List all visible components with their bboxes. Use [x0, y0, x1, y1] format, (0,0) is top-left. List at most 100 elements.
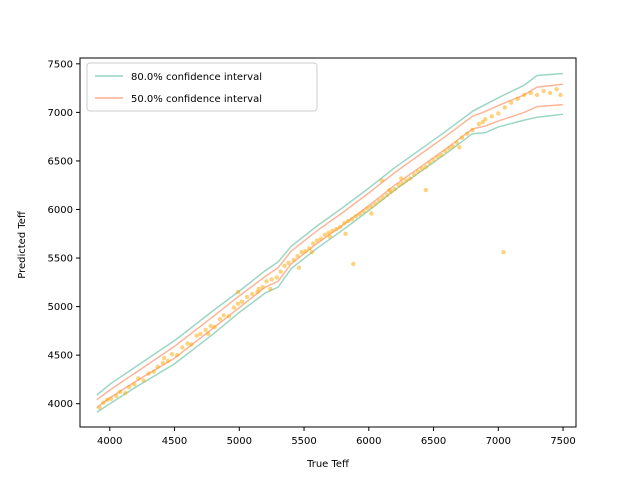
data-point: [439, 152, 444, 158]
data-point: [400, 181, 405, 186]
data-point: [454, 140, 460, 145]
x-tick-label: 6500: [421, 436, 446, 447]
data-point: [231, 305, 237, 310]
data-point: [194, 333, 199, 338]
x-tick-label: 7000: [486, 436, 511, 447]
data-point: [198, 331, 203, 336]
data-point: [169, 352, 175, 357]
data-point: [554, 86, 559, 92]
y-tick-label: 5000: [48, 302, 73, 313]
data-point: [408, 176, 413, 181]
x-tick-label: 4000: [97, 436, 122, 447]
data-point: [295, 253, 300, 259]
data-point: [446, 146, 452, 151]
data-point: [443, 149, 448, 154]
data-point: [303, 249, 308, 254]
x-tick-label: 5000: [227, 436, 252, 447]
data-point: [515, 96, 520, 102]
data-point: [496, 111, 501, 116]
data-point: [101, 400, 106, 405]
data-point: [217, 317, 223, 322]
y-tick-label: 5500: [48, 254, 73, 265]
data-point: [361, 209, 366, 214]
data-point: [250, 291, 255, 297]
data-point: [365, 206, 370, 211]
data-point: [123, 390, 128, 396]
data-point: [146, 371, 151, 376]
data-point: [509, 100, 514, 105]
data-point: [427, 160, 432, 166]
x-axis-label: True Teff: [306, 459, 350, 470]
data-point: [208, 323, 213, 329]
x-tick-label: 7500: [550, 436, 575, 447]
data-point: [155, 364, 160, 369]
data-point: [141, 378, 146, 383]
data-point: [345, 218, 351, 224]
data-point: [522, 92, 527, 98]
data-point: [470, 127, 475, 133]
data-point: [174, 352, 180, 358]
data-point: [431, 157, 436, 163]
y-tick-label: 7500: [48, 59, 73, 70]
y-axis-label: Predicted Teff: [17, 210, 28, 279]
data-point: [450, 144, 456, 149]
data-point: [377, 198, 382, 203]
data-point: [239, 299, 245, 304]
data-point: [117, 389, 123, 395]
data-point: [269, 277, 274, 282]
data-point: [318, 236, 324, 241]
data-point: [185, 341, 190, 346]
axes: 4000 4500 5000 5500 6000 6500 7000 7500 4000 4500…: [48, 57, 577, 447]
data-point: [404, 178, 409, 183]
data-point: [334, 226, 339, 232]
data-point: [291, 257, 296, 263]
data-point: [226, 314, 232, 319]
y-tick-label: 6500: [48, 156, 73, 167]
data-point: [489, 114, 494, 119]
data-point: [127, 385, 132, 390]
data-point: [435, 154, 440, 160]
data-point: [212, 324, 217, 330]
data-point: [268, 286, 273, 292]
data-point: [353, 214, 358, 219]
data-point: [351, 261, 356, 267]
data-point: [534, 92, 540, 98]
ci80-lower-line: [96, 113, 564, 414]
data-point: [256, 286, 261, 292]
data-point: [307, 246, 312, 251]
data-point: [476, 121, 482, 127]
data-point: [286, 260, 291, 266]
data-point: [322, 232, 327, 237]
data-point: [342, 220, 347, 226]
data-point: [235, 289, 241, 295]
data-point: [165, 358, 171, 364]
data-point: [480, 119, 485, 125]
data-point: [419, 166, 425, 171]
data-point: [97, 405, 102, 410]
y-tick-label: 6000: [48, 205, 73, 216]
data-point: [132, 382, 137, 387]
data-point: [396, 183, 401, 188]
data-point: [384, 192, 390, 198]
data-point: [278, 269, 283, 274]
legend-label-ci80: 80.0% confidence interval: [131, 72, 262, 83]
x-tick-label: 6000: [356, 436, 381, 447]
data-point: [547, 90, 553, 96]
data-point: [411, 172, 417, 177]
data-point: [310, 241, 316, 246]
data-point: [379, 178, 384, 183]
data-point: [264, 279, 269, 284]
data-point: [541, 88, 546, 94]
data-point: [136, 376, 141, 381]
data-point: [114, 393, 119, 399]
data-point: [338, 224, 343, 230]
plot-area: [96, 72, 564, 414]
data-point: [423, 187, 428, 193]
axes-frame: [79, 57, 577, 428]
data-point: [558, 92, 563, 98]
data-point: [314, 238, 320, 243]
data-point: [423, 164, 428, 169]
data-point: [369, 211, 374, 216]
y-tick-label: 7000: [48, 108, 73, 119]
data-point: [260, 285, 265, 290]
